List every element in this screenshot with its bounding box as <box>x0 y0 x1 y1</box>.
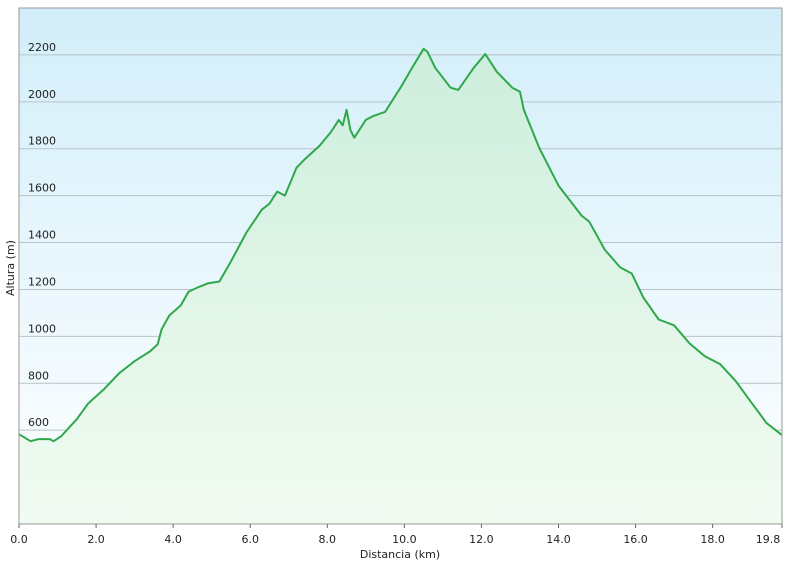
y-tick-label: 600 <box>28 416 49 429</box>
y-axis-label: Altura (m) <box>4 240 17 296</box>
x-tick-label: 6.0 <box>241 533 259 546</box>
y-tick-label: 2000 <box>28 88 56 101</box>
elevation-line <box>18 47 783 443</box>
x-axis-label: Distancia (km) <box>360 548 440 561</box>
y-tick-label: 1800 <box>28 135 56 148</box>
x-tick-label: 0.0 <box>10 533 28 546</box>
y-tick-label: 1400 <box>28 229 56 242</box>
plot-border <box>18 7 783 525</box>
y-tick-label: 1600 <box>28 182 56 195</box>
y-tick-label: 800 <box>28 369 49 382</box>
x-tick-label: 10.0 <box>392 533 417 546</box>
y-tick-label: 2200 <box>28 41 56 54</box>
x-tick-label: 2.0 <box>87 533 105 546</box>
x-tick-label: 4.0 <box>164 533 182 546</box>
area-fill <box>19 48 782 525</box>
x-tick-label: 18.0 <box>700 533 725 546</box>
y-tick-label: 1000 <box>28 322 56 335</box>
x-tick-label: 8.0 <box>319 533 337 546</box>
x-tick-label: 19.8 <box>756 533 781 546</box>
x-tick-label: 16.0 <box>623 533 648 546</box>
x-tick-label: 12.0 <box>469 533 494 546</box>
x-tick-label: 14.0 <box>546 533 571 546</box>
y-tick-label: 1200 <box>28 275 56 288</box>
